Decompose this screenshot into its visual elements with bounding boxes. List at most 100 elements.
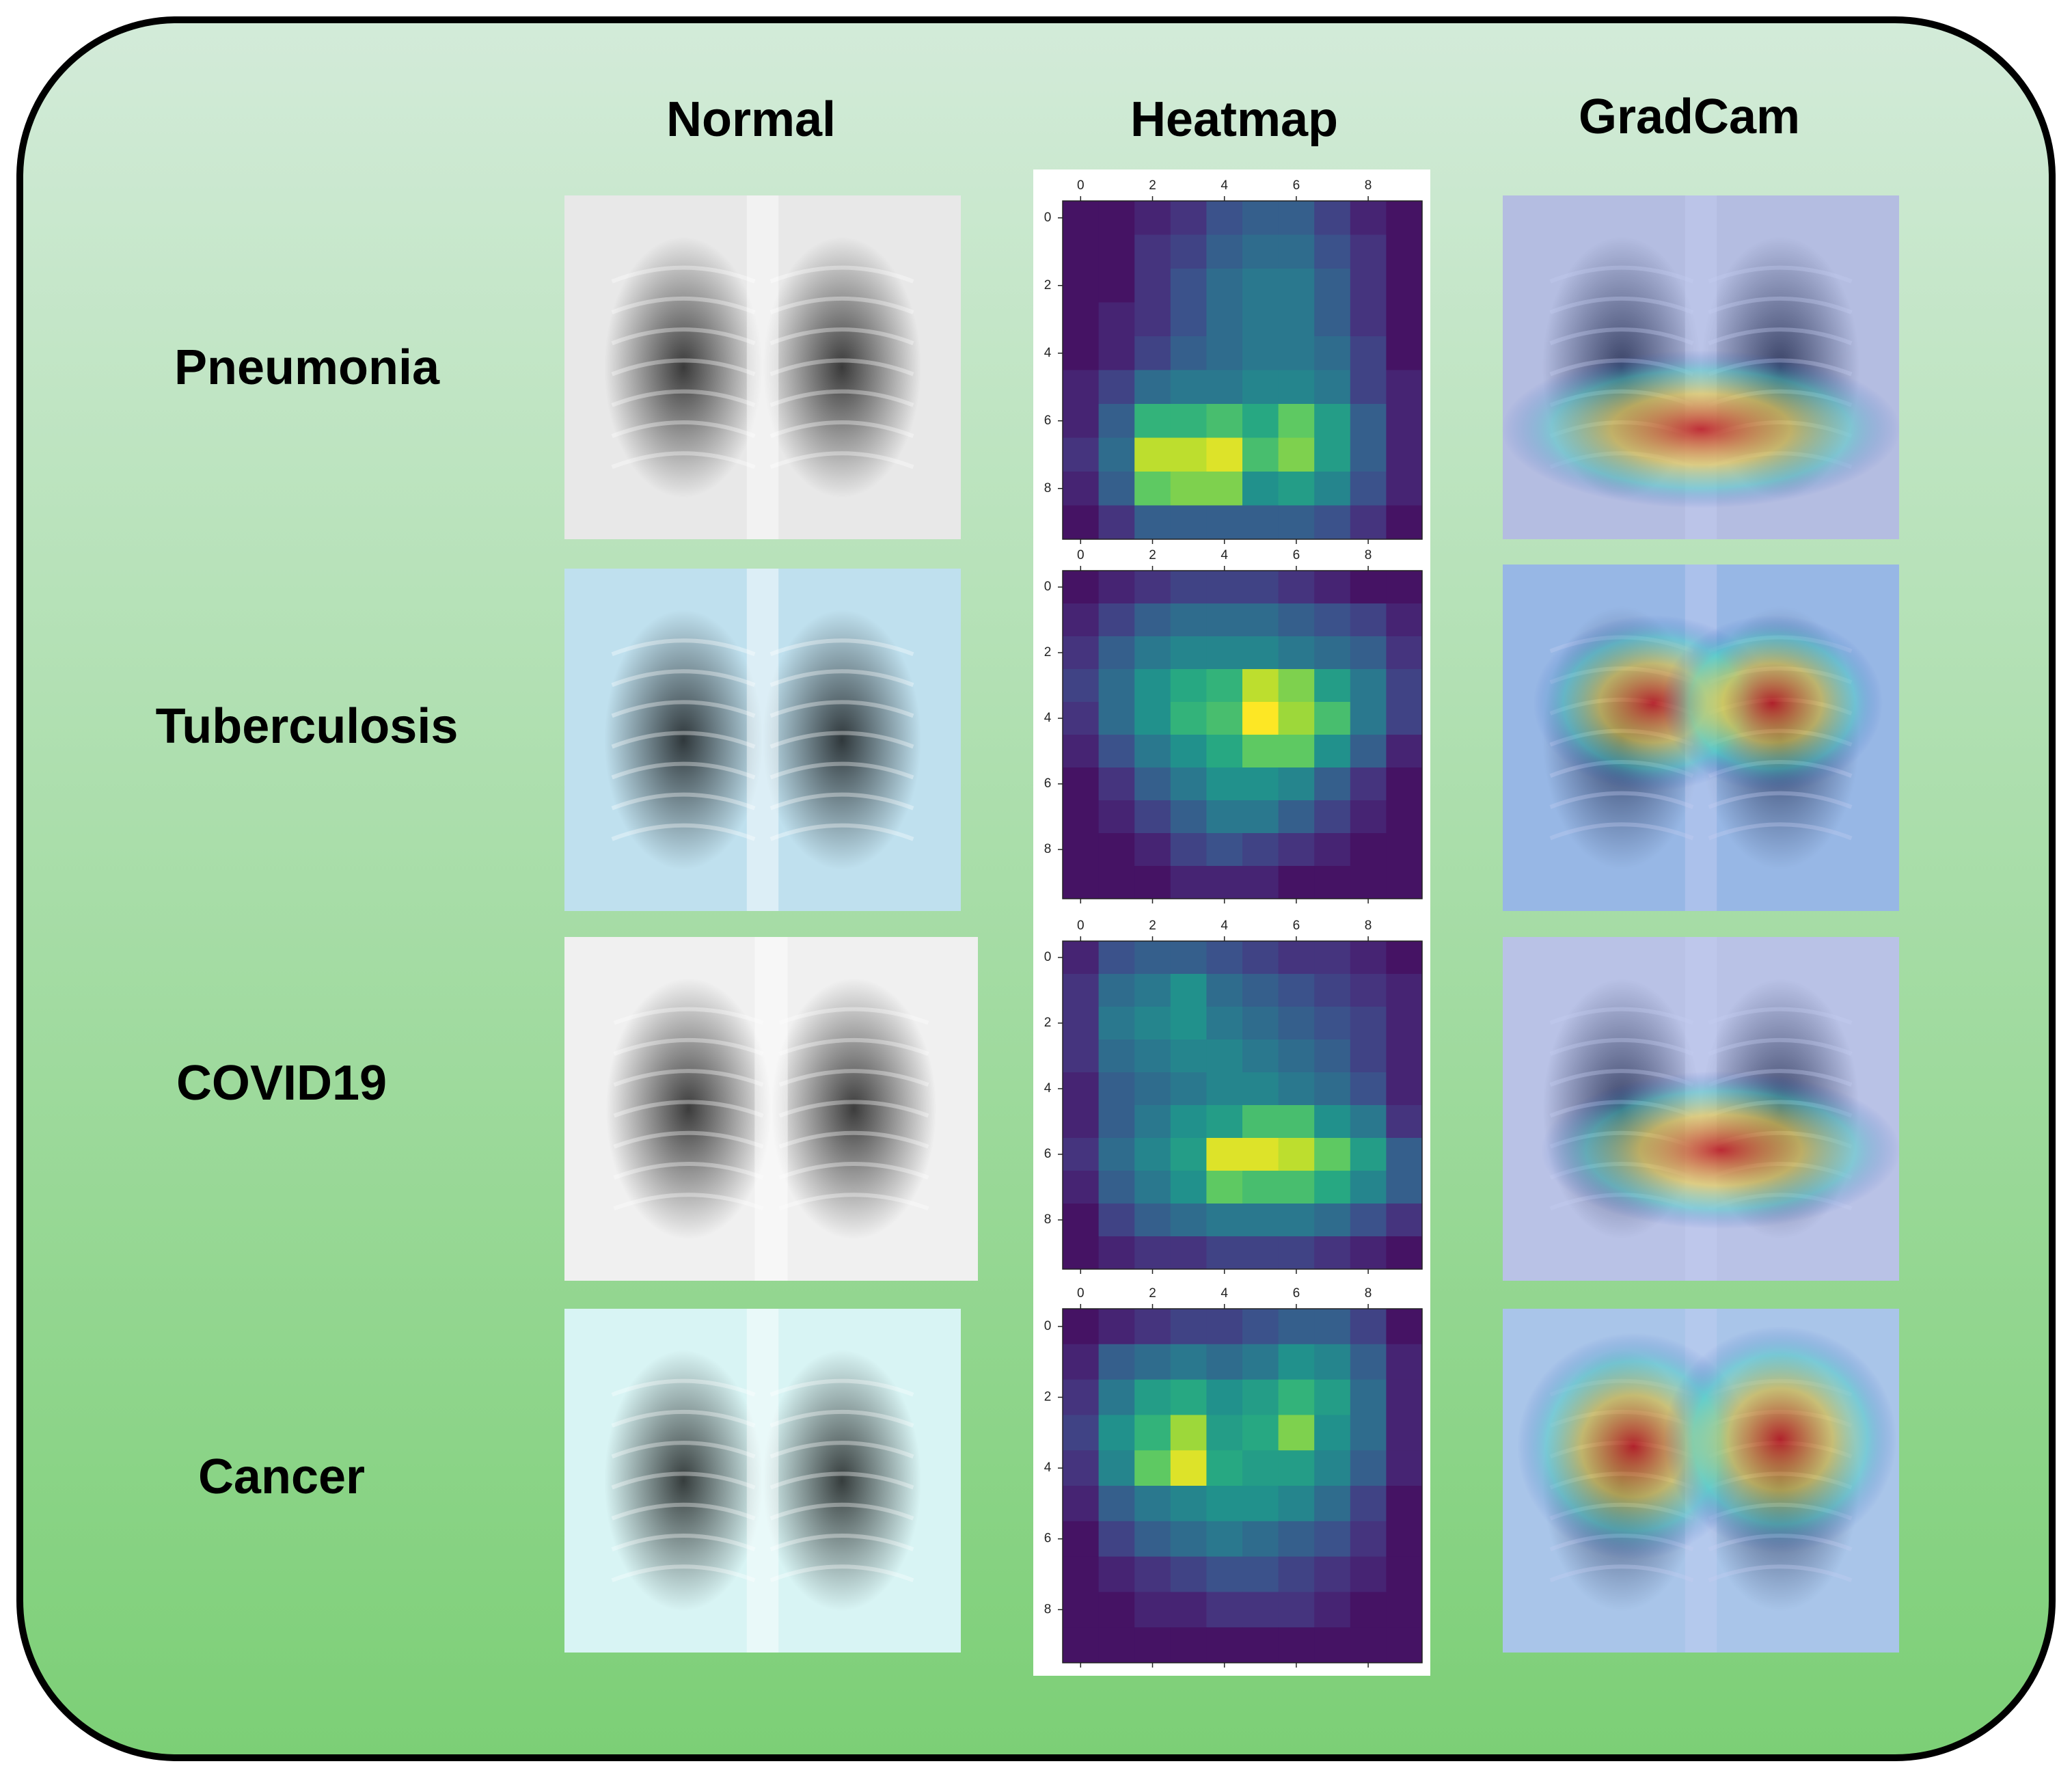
xray-image-lung — [763, 236, 921, 498]
heatmap-cell — [1350, 1379, 1387, 1415]
heatmap-cell — [1098, 234, 1135, 269]
heatmap-cell — [1242, 1379, 1279, 1415]
heatmap-cell — [1170, 336, 1207, 370]
heatmap-cell — [1242, 1138, 1279, 1171]
heatmap-cell — [1134, 1171, 1171, 1204]
heatmap-cell — [1314, 1138, 1351, 1171]
heatmap-cell — [1063, 767, 1100, 801]
heatmap-cell — [1242, 1521, 1279, 1558]
heatmap-cell — [1063, 571, 1100, 604]
y-tick-label: 2 — [1044, 1390, 1052, 1404]
xray-image-spine — [746, 569, 779, 911]
heatmap-cell — [1278, 941, 1315, 975]
heatmap-cell — [1206, 472, 1243, 506]
heatmap-frame — [1062, 200, 1423, 540]
heatmap-cell — [1098, 1039, 1135, 1073]
heatmap-cell — [1386, 437, 1423, 472]
heatmap-cell — [1242, 269, 1279, 303]
xray-image-rib — [611, 451, 914, 470]
y-tick-label: 8 — [1044, 481, 1052, 495]
heatmap-cell — [1206, 1450, 1243, 1486]
heatmap-cell — [1098, 702, 1135, 735]
xray-image-lung — [605, 978, 772, 1240]
heatmap-cell — [1314, 1105, 1351, 1139]
heatmap-cell — [1098, 800, 1135, 834]
heatmap-cell — [1278, 974, 1315, 1007]
heatmap-cell — [1170, 974, 1207, 1007]
heatmap-cell — [1278, 1236, 1315, 1270]
heatmap-cell — [1098, 1171, 1135, 1204]
heatmap-cell — [1278, 404, 1315, 438]
heatmap-cell — [1278, 669, 1315, 703]
heatmap-cell — [1098, 974, 1135, 1007]
x-tick-label: 4 — [1221, 548, 1228, 562]
heatmap-cell — [1170, 201, 1207, 235]
heatmap-cell — [1278, 800, 1315, 834]
heatmap-cell — [1063, 1556, 1100, 1592]
heatmap-cell — [1098, 1309, 1135, 1345]
heatmap-cell — [1134, 437, 1171, 472]
heatmap-cell — [1063, 1204, 1100, 1237]
heatmap-cell — [1278, 1415, 1315, 1451]
heatmap-cell — [1098, 269, 1135, 303]
heatmap-cell — [1314, 472, 1351, 506]
heatmap-cell — [1386, 636, 1423, 670]
heatmap-cell — [1242, 669, 1279, 703]
row-label: COVID19 — [176, 1056, 387, 1111]
heatmap-cell — [1350, 1309, 1387, 1345]
heatmap-cell — [1350, 1521, 1387, 1558]
row-label: Pneumonia — [174, 340, 440, 395]
heatmap-cell — [1134, 636, 1171, 670]
heatmap-cell — [1134, 1204, 1171, 1237]
heatmap-cell — [1063, 1627, 1100, 1663]
heatmap-cell — [1206, 1204, 1243, 1237]
xray-image-rib — [611, 823, 914, 841]
heatmap-cell — [1278, 1521, 1315, 1558]
heatmap-cell — [1134, 1450, 1171, 1486]
heatmap-cell — [1314, 1007, 1351, 1040]
heatmap-cell — [1206, 1309, 1243, 1345]
heatmap-cell — [1242, 833, 1279, 867]
heatmap-cell — [1386, 404, 1423, 438]
heatmap-cell — [1206, 1138, 1243, 1171]
heatmap-cell — [1170, 1236, 1207, 1270]
heatmap-cell — [1278, 1450, 1315, 1486]
heatmap-cell — [1314, 974, 1351, 1007]
heatmap-cell — [1170, 437, 1207, 472]
heatmap-cell — [1170, 1415, 1207, 1451]
heatmap-cell — [1314, 1450, 1351, 1486]
heatmap-cell — [1098, 1344, 1135, 1381]
heatmap-cell — [1170, 302, 1207, 337]
heatmap-cell — [1242, 1039, 1279, 1073]
heatmap-cell — [1134, 1415, 1171, 1451]
heatmap-cell — [1350, 269, 1387, 303]
heatmap-cell — [1350, 201, 1387, 235]
heatmap-cell — [1206, 1415, 1243, 1451]
heatmap-cell — [1170, 1379, 1207, 1415]
heatmap-cell — [1206, 1007, 1243, 1040]
heatmap-cell — [1134, 974, 1171, 1007]
heatmap-cell — [1386, 336, 1423, 370]
xray-image-rib — [613, 1100, 929, 1118]
xray-image-spine — [746, 195, 779, 539]
heatmap-cell — [1314, 505, 1351, 540]
heatmap-cell — [1350, 505, 1387, 540]
heatmap-cell — [1206, 1486, 1243, 1522]
heatmap-cell — [1134, 1344, 1171, 1381]
heatmap-cell — [1206, 1556, 1243, 1592]
xray-image-lung — [771, 978, 937, 1240]
heatmap-cell — [1242, 702, 1279, 735]
gradcam-image-rib — [1549, 822, 1853, 841]
heatmap-cell — [1206, 201, 1243, 235]
heatmap-cell — [1386, 571, 1423, 604]
xray-image-rib — [613, 1130, 929, 1149]
heatmap-cell — [1350, 1450, 1387, 1486]
heatmap-cell — [1134, 866, 1171, 899]
heatmap-cell — [1278, 1592, 1315, 1628]
heatmap-cell — [1350, 1072, 1387, 1106]
heatmap-cell — [1242, 1171, 1279, 1204]
column-header: GradCam — [1579, 90, 1800, 144]
heatmap-cell — [1242, 370, 1279, 405]
heatmap-cell — [1386, 800, 1423, 834]
x-tick-label: 2 — [1149, 919, 1156, 933]
